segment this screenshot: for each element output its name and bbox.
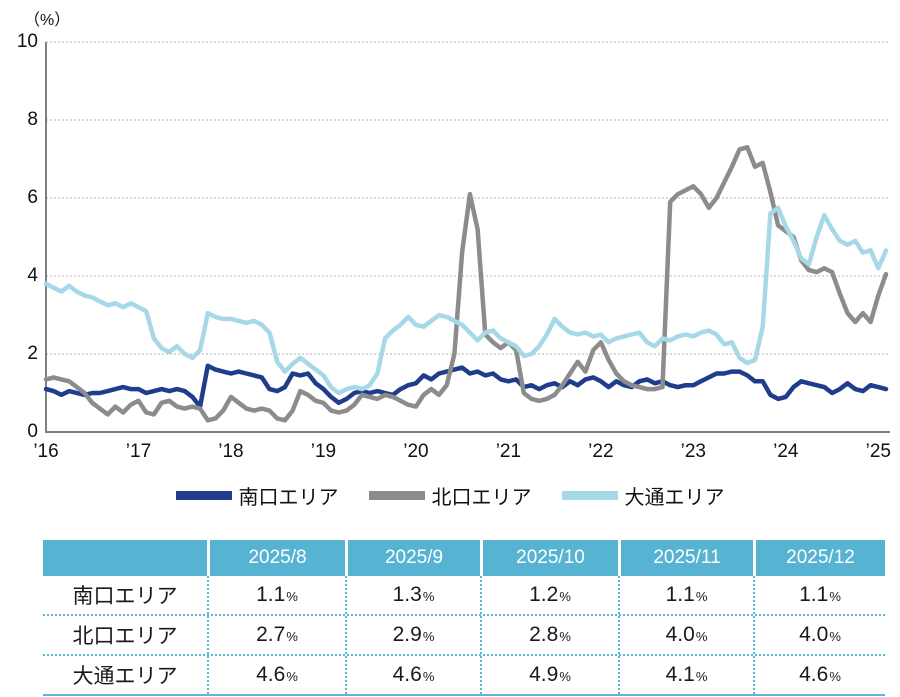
value-number: 4.0	[799, 623, 829, 646]
value-percent-suffix: %	[286, 629, 298, 644]
value-number: 1.1	[256, 583, 286, 606]
table-value-cell: 1.3%	[345, 576, 480, 614]
row-label-text: 大通エリア	[72, 665, 178, 688]
y-tick-label: 2	[27, 343, 38, 364]
table-row-label: 南口エリア	[43, 576, 207, 614]
value-percent-suffix: %	[829, 669, 841, 684]
value-number: 2.7	[256, 623, 286, 646]
table-header-cell: 2025/11	[618, 540, 753, 576]
value-percent-suffix: %	[695, 629, 708, 644]
value-number: 2.9	[392, 623, 422, 646]
legend-swatch-icon	[175, 491, 232, 500]
value-number: 4.9	[529, 663, 559, 686]
table-row-1: 北口エリア 2.7% 2.9% 2.8% 4.0% 4.0%	[43, 614, 885, 654]
value-number: 2.8	[529, 623, 559, 646]
value-number: 1.2	[529, 583, 559, 606]
legend-item-2: 大通エリア	[561, 481, 725, 510]
x-tick-label: ’22	[588, 441, 614, 462]
legend-swatch-icon	[561, 491, 618, 500]
y-tick-label: 8	[27, 109, 38, 130]
value-percent-suffix: %	[829, 629, 841, 644]
line-chart	[43, 41, 890, 433]
legend-swatch-icon	[368, 491, 425, 500]
series-line-0	[43, 363, 889, 409]
table-header-cell: 2025/8	[207, 540, 345, 576]
table-value-cell: 2.7%	[207, 616, 345, 654]
legend-item-1: 北口エリア	[368, 481, 532, 510]
table-header-cell: 2025/9	[345, 540, 480, 576]
x-tick-label: ’24	[773, 441, 799, 462]
row-label-text: 北口エリア	[72, 625, 178, 648]
table-value-cell: 4.6%	[207, 656, 345, 694]
table-value-cell: 4.9%	[480, 656, 618, 694]
table-value-cell: 1.1%	[753, 576, 885, 614]
y-tick-label: 6	[27, 187, 38, 208]
y-tick-label: 4	[27, 265, 38, 286]
value-number: 1.1	[665, 583, 695, 606]
value-percent-suffix: %	[286, 669, 298, 684]
x-tick-label: ’19	[310, 441, 337, 462]
value-percent-suffix: %	[695, 589, 708, 604]
table-value-cell: 4.6%	[753, 656, 885, 694]
x-tick-label: ’16	[33, 441, 59, 462]
y-axis-unit-label: （%）	[24, 12, 71, 29]
value-percent-suffix: %	[829, 589, 841, 604]
series-line-2	[43, 205, 889, 396]
y-tick-label: 0	[27, 421, 38, 442]
value-number: 4.6	[799, 663, 829, 686]
x-tick-label: ’21	[495, 441, 522, 462]
value-number: 1.3	[392, 583, 422, 606]
table-value-cell: 1.1%	[618, 576, 753, 614]
table-value-cell: 2.9%	[345, 616, 480, 654]
table-row-0: 南口エリア 1.1% 1.3% 1.2% 1.1% 1.1%	[43, 576, 885, 614]
table-row-label: 大通エリア	[43, 656, 207, 694]
table-value-cell: 4.0%	[618, 616, 753, 654]
legend-label: 南口エリア	[238, 487, 339, 509]
legend-label: 大通エリア	[624, 487, 725, 509]
table-value-cell: 4.0%	[753, 616, 885, 654]
value-percent-suffix: %	[286, 589, 298, 604]
value-percent-suffix: %	[559, 629, 571, 644]
table-value-cell: 4.6%	[345, 656, 480, 694]
table-value-cell: 2.8%	[480, 616, 618, 654]
table-header-row: 2025/8 2025/9 2025/10 2025/11 2025/12	[43, 540, 885, 576]
x-tick-label: ’20	[403, 441, 429, 462]
value-percent-suffix: %	[559, 589, 571, 604]
table-row-2: 大通エリア 4.6% 4.6% 4.9% 4.1% 4.6%	[43, 654, 885, 696]
table-value-cell: 4.1%	[618, 656, 753, 694]
value-number: 4.1	[665, 663, 695, 686]
legend-label: 北口エリア	[431, 487, 532, 509]
table-header-corner	[43, 540, 207, 576]
value-number: 4.6	[256, 663, 286, 686]
table-header-cell: 2025/10	[480, 540, 618, 576]
table-value-cell: 1.1%	[207, 576, 345, 614]
table-header-cell: 2025/12	[753, 540, 885, 576]
legend-item-0: 南口エリア	[175, 481, 339, 510]
y-tick-label: 10	[16, 31, 38, 52]
x-tick-label: ’18	[218, 441, 244, 462]
value-percent-suffix: %	[422, 589, 435, 604]
table-row-label: 北口エリア	[43, 616, 207, 654]
x-tick-label: ’25	[865, 441, 891, 462]
chart-legend: 南口エリア 北口エリア 大通エリア	[0, 481, 900, 510]
row-label-text: 南口エリア	[72, 585, 178, 608]
value-number: 4.6	[392, 663, 422, 686]
value-percent-suffix: %	[559, 669, 571, 684]
value-percent-suffix: %	[695, 669, 708, 684]
value-percent-suffix: %	[422, 629, 435, 644]
value-percent-suffix: %	[422, 669, 435, 684]
series-line-1	[43, 145, 889, 423]
table-value-cell: 1.2%	[480, 576, 618, 614]
value-number: 1.1	[799, 583, 829, 606]
data-table: 2025/8 2025/9 2025/10 2025/11 2025/12 南口エリア 1.…	[43, 540, 885, 696]
x-tick-label: ’17	[125, 441, 152, 462]
value-number: 4.0	[665, 623, 695, 646]
x-tick-label: ’23	[680, 441, 706, 462]
